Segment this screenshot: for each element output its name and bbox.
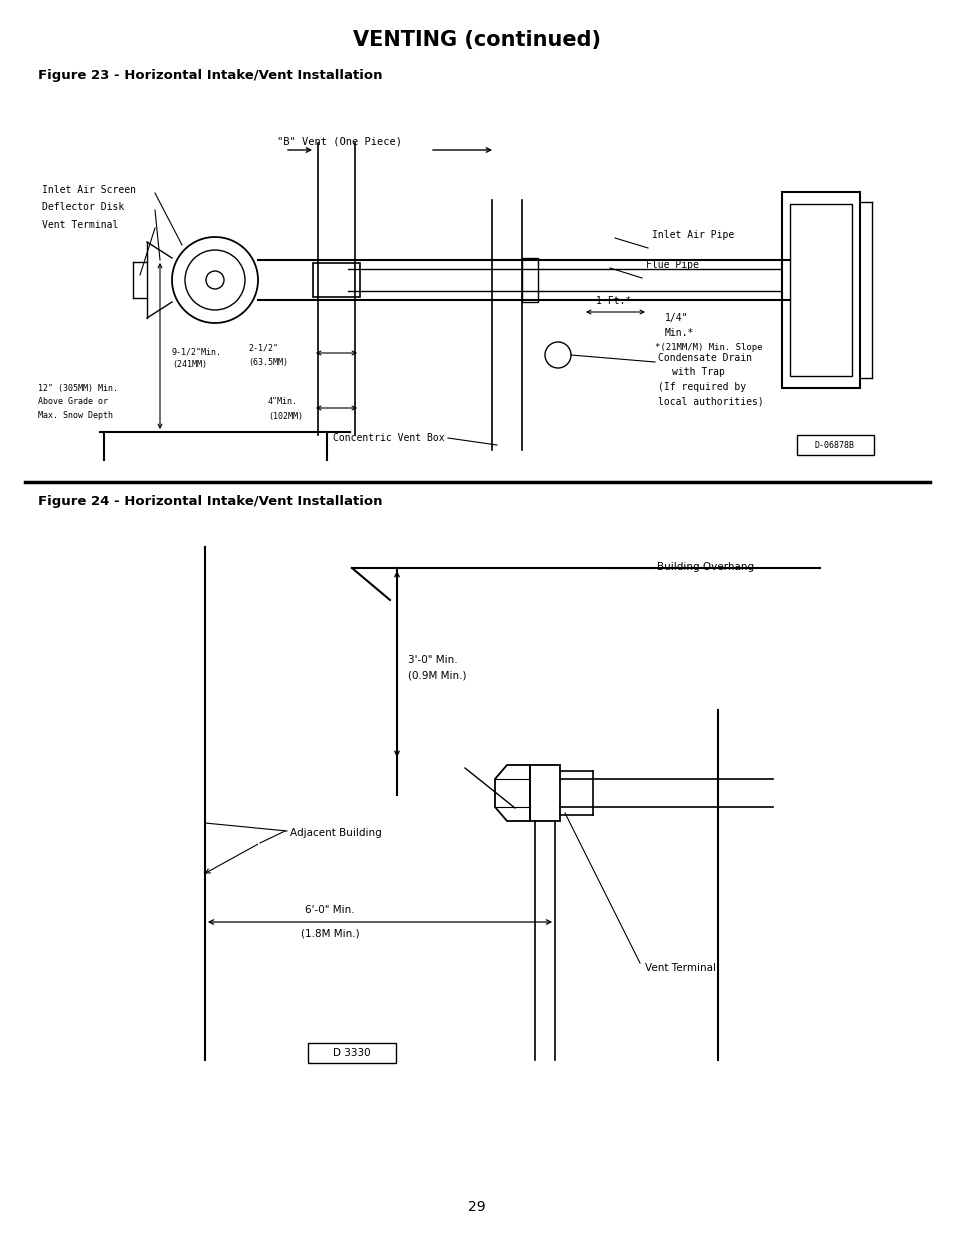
Text: D-06878B: D-06878B [814,441,854,450]
Text: 6'-0" Min.: 6'-0" Min. [305,905,355,915]
Text: Max. Snow Depth: Max. Snow Depth [38,411,112,420]
Text: Vent Terminal: Vent Terminal [42,220,118,230]
Text: Figure 24 - Horizontal Intake/Vent Installation: Figure 24 - Horizontal Intake/Vent Insta… [38,495,382,509]
Text: local authorities): local authorities) [658,396,763,408]
Text: "B" Vent (One Piece): "B" Vent (One Piece) [277,137,402,147]
Text: 4"Min.: 4"Min. [268,398,297,406]
Text: (0.9M Min.): (0.9M Min.) [408,671,466,680]
Text: Inlet Air Pipe: Inlet Air Pipe [651,230,734,240]
Text: (63.5MM): (63.5MM) [248,357,288,367]
Text: *(21MM/M) Min. Slope: *(21MM/M) Min. Slope [655,342,761,352]
Text: Adjacent Building: Adjacent Building [290,827,381,839]
Text: Vent Terminal: Vent Terminal [644,963,716,973]
Text: 1 Ft.*: 1 Ft.* [596,296,631,306]
Bar [789,204,851,375]
Text: Building Overhang: Building Overhang [657,562,753,572]
Text: Inlet Air Screen: Inlet Air Screen [42,185,136,195]
Text: (102MM): (102MM) [268,411,303,420]
Text: (1.8M Min.): (1.8M Min.) [300,929,359,939]
Text: VENTING (continued): VENTING (continued) [353,30,600,49]
Text: with Trap: with Trap [671,367,724,377]
Text: 9-1/2"Min.: 9-1/2"Min. [172,347,222,357]
Text: Deflector Disk: Deflector Disk [42,203,124,212]
Text: (241MM): (241MM) [172,361,207,369]
Bar [308,1044,395,1063]
Text: D 3330: D 3330 [333,1049,371,1058]
Text: 3'-0" Min.: 3'-0" Min. [408,655,457,664]
Text: 1/4": 1/4" [664,312,688,324]
Text: 2-1/2": 2-1/2" [248,343,277,352]
Text: Figure 23 - Horizontal Intake/Vent Installation: Figure 23 - Horizontal Intake/Vent Insta… [38,68,382,82]
Bar [781,191,859,388]
Text: 29: 29 [468,1200,485,1214]
Text: Condensate Drain: Condensate Drain [658,353,751,363]
Text: Flue Pipe: Flue Pipe [645,261,699,270]
Text: Concentric Vent Box: Concentric Vent Box [333,433,444,443]
Bar [521,258,537,303]
Bar [313,263,359,296]
Text: (If required by: (If required by [658,382,745,391]
Text: 12" (305MM) Min.: 12" (305MM) Min. [38,384,118,393]
Text: Min.*: Min.* [664,329,694,338]
Text: Above Grade or: Above Grade or [38,398,108,406]
Bar [530,764,559,821]
Bar [796,435,873,454]
